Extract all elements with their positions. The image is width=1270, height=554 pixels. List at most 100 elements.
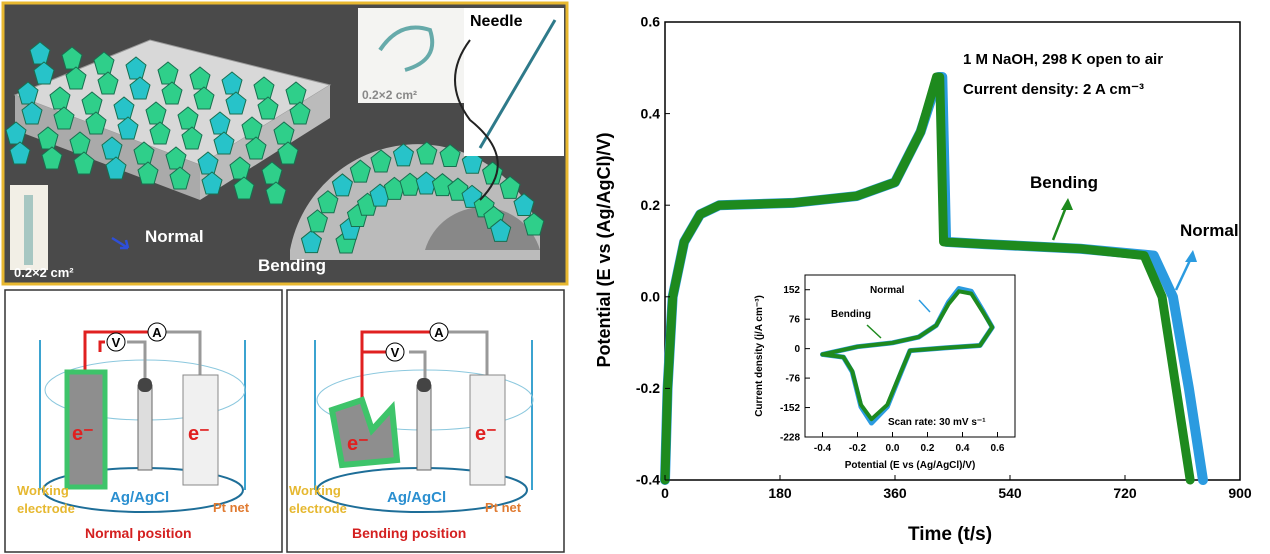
pt-net — [469, 374, 506, 486]
crystal — [300, 229, 322, 254]
crystal — [9, 141, 31, 165]
strip-sample — [24, 195, 33, 265]
current-density-annotation: Current density: 2 A cm⁻³ — [963, 81, 1144, 98]
y-tick-label: 76 — [789, 315, 801, 326]
reference-cap — [138, 378, 152, 392]
x-tick-label: -0.4 — [814, 443, 832, 454]
x-tick-label: 540 — [998, 485, 1022, 501]
crystals-flat — [5, 41, 311, 205]
series-line-bending — [820, 289, 995, 422]
x-tick-label: 0 — [661, 485, 669, 501]
x-tick-label: 0.0 — [886, 443, 900, 454]
x-tick-label: -0.2 — [849, 443, 867, 454]
crystal — [145, 101, 167, 125]
voltmeter-label: V — [391, 345, 400, 360]
needle-icon — [478, 19, 557, 149]
bending-label: Bending — [258, 256, 326, 275]
crystal — [101, 136, 123, 160]
inset-x-ticks: -0.4 -0.2 0.0 0.2 0.4 0.6 — [814, 432, 1005, 454]
reference-label: Ag/AgCl — [387, 489, 446, 506]
x-ticks: 0 180 360 540 720 900 — [661, 475, 1252, 501]
y-ticks: -0.4 -0.2 0.0 0.2 0.4 0.6 — [636, 14, 670, 488]
size-label-1: 0.2×2 cm² — [14, 265, 74, 280]
size-label-2: 0.2×2 cm² — [362, 88, 417, 102]
reference-label: Ag/AgCl — [110, 489, 169, 506]
crystal — [225, 91, 247, 115]
inset-x-label: Potential (E vs (Ag/AgCl)/V) — [845, 460, 976, 471]
crystal — [5, 121, 27, 145]
voltmeter-icon — [106, 332, 126, 352]
y-tick-label: 0.2 — [641, 197, 661, 213]
crystal — [17, 81, 39, 105]
crystal — [261, 161, 283, 185]
crystal — [125, 56, 147, 80]
x-tick-label: 720 — [1113, 485, 1137, 501]
crystal — [149, 121, 171, 145]
y-tick-label: -0.4 — [636, 472, 660, 488]
normal-series-label: Normal — [1180, 221, 1239, 240]
crystal — [273, 121, 295, 145]
crystal — [241, 116, 263, 140]
crystal — [317, 190, 339, 214]
bent-foam-inner — [425, 207, 540, 250]
wire — [454, 39, 499, 201]
inset-bending-label: Bending — [831, 309, 871, 320]
ammeter-label: A — [152, 325, 162, 340]
ammeter-icon — [147, 322, 167, 342]
crystal — [41, 146, 63, 170]
crystal — [93, 51, 115, 75]
crystal — [133, 141, 155, 165]
inset-y-ticks: -228 -152 -76 0 76 152 — [780, 285, 810, 443]
crystal — [161, 81, 183, 105]
crystal — [399, 172, 421, 196]
crystal — [392, 143, 415, 167]
crystal — [265, 181, 287, 205]
y-tick-label: 152 — [783, 285, 800, 296]
y-tick-label: 0 — [794, 344, 800, 355]
scan-rate-annotation: Scan rate: 30 mV s⁻¹ — [888, 417, 986, 428]
y-tick-label: 0.6 — [641, 14, 661, 30]
crystal — [285, 81, 307, 105]
reference-electrode — [137, 384, 153, 471]
y-axis-label: Potential (E vs (Ag/AgCl)/V) — [594, 132, 614, 367]
crystal — [169, 166, 191, 190]
crystal — [33, 61, 55, 85]
crystal — [513, 192, 535, 217]
working-label: Working — [17, 483, 69, 498]
crystal — [499, 175, 521, 199]
crystal — [383, 176, 405, 200]
y-tick-label: -228 — [780, 432, 800, 443]
inset-normal-arrow-icon — [918, 299, 931, 313]
crystal — [306, 209, 328, 233]
crystal — [331, 173, 353, 197]
crystal — [53, 106, 75, 130]
cell-caption: Normal position — [85, 525, 192, 541]
crystal — [245, 136, 267, 160]
red-wire — [83, 330, 150, 372]
crystal — [349, 159, 371, 183]
x-tick-label: 0.6 — [991, 443, 1005, 454]
crystal — [523, 212, 545, 236]
voltmeter-label: V — [112, 335, 121, 350]
crystal — [229, 156, 251, 180]
x-tick-label: 0.4 — [956, 443, 970, 454]
x-axis-label: Time (t/s) — [908, 524, 992, 545]
x-tick-label: 360 — [883, 485, 907, 501]
crystal — [73, 151, 95, 175]
crystal — [165, 146, 187, 170]
bent-working-electrode — [328, 396, 401, 469]
crystal — [157, 61, 179, 85]
y-tick-label: -76 — [786, 373, 801, 384]
grey-wire — [127, 330, 202, 385]
crystal — [177, 106, 199, 130]
crystal — [181, 126, 203, 150]
bent-sample — [378, 25, 435, 72]
cell-bending: A V e⁻ e⁻ Ag/AgCl Working electrode Pt n… — [286, 289, 565, 553]
pt-net — [182, 374, 219, 486]
crystal — [416, 141, 438, 165]
x-tick-label: 180 — [768, 485, 792, 501]
crystal — [253, 76, 275, 100]
crystal — [37, 126, 59, 150]
working-electrode — [64, 369, 108, 490]
